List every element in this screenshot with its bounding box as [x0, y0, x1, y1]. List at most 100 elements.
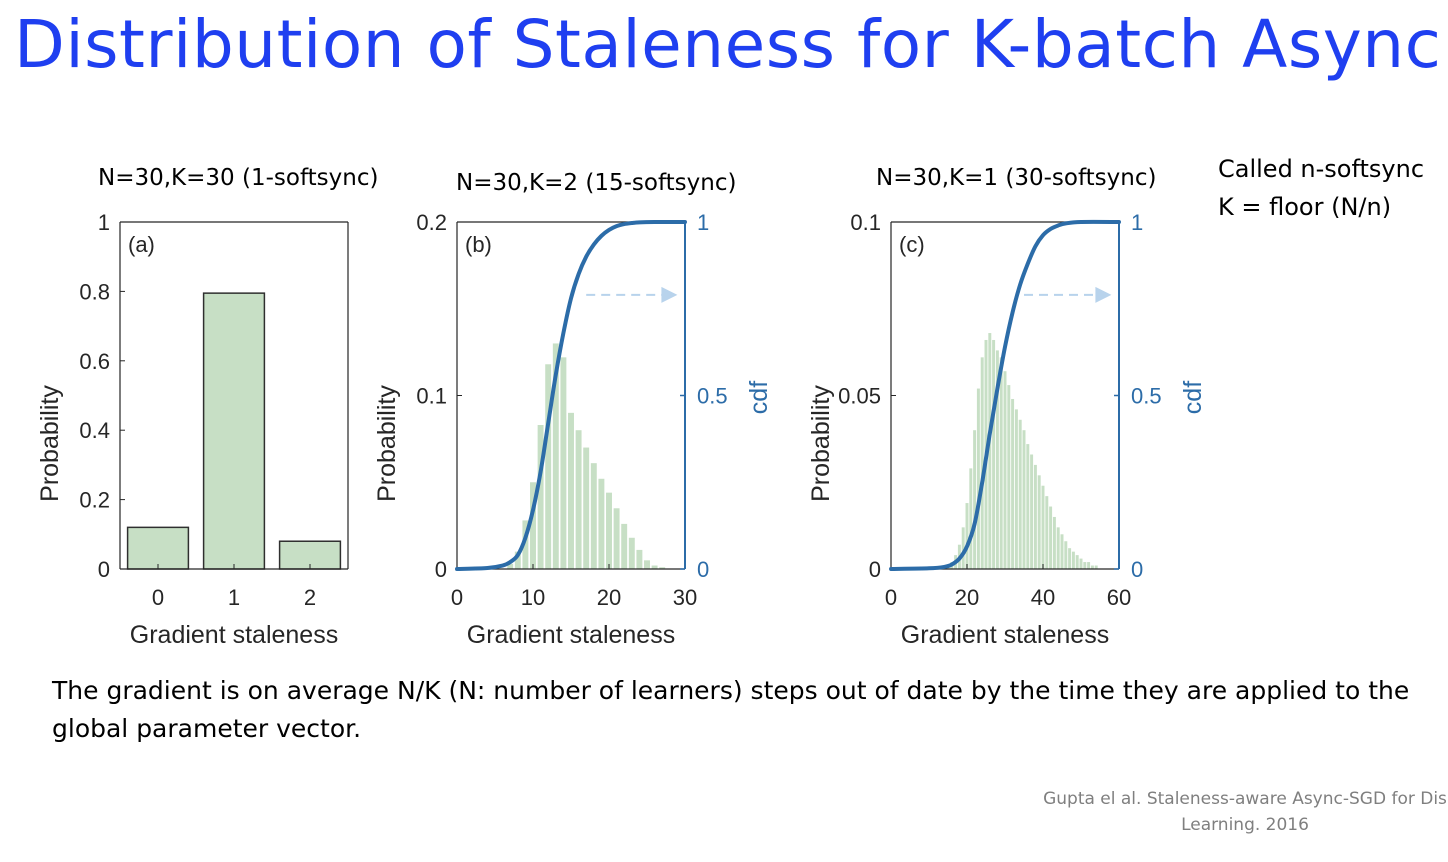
bar: [568, 412, 574, 569]
panel-a-caption: N=30,K=30 (1-softsync): [98, 165, 379, 191]
x-tick-label: 1: [228, 585, 240, 610]
x-tick-label: 0: [885, 585, 897, 610]
cdf-tick-label: 0: [1131, 557, 1143, 582]
bar: [1079, 558, 1083, 569]
bar: [545, 364, 552, 569]
y-axis-label: Probability: [36, 385, 64, 502]
cdf-tick-label: 0: [697, 557, 709, 582]
bar: [1064, 541, 1068, 569]
bar: [1052, 516, 1056, 569]
y-tick-label: 0.1: [416, 384, 447, 409]
bar: [999, 357, 1003, 569]
bar: [995, 350, 999, 569]
bar: [1026, 444, 1030, 569]
bar: [598, 478, 605, 569]
bar: [126, 526, 190, 570]
y-tick-label: 0: [98, 557, 110, 582]
x-axis-label: Gradient staleness: [467, 621, 675, 649]
y-axis-label: Probability: [807, 385, 835, 502]
side-note-line-2: K = floor (N/n): [1218, 193, 1392, 221]
bar: [992, 339, 996, 569]
bar: [976, 388, 980, 569]
bar: [1075, 555, 1079, 569]
bar: [1018, 419, 1022, 569]
bar: [613, 508, 620, 569]
x-tick-label: 20: [597, 585, 621, 610]
mean-arrow-head: [1095, 286, 1112, 303]
bar: [522, 520, 529, 569]
bar: [530, 482, 536, 569]
cdf-tick-label: 1: [1131, 210, 1143, 235]
bar: [583, 447, 590, 569]
bar: [1083, 562, 1087, 569]
bar: [651, 565, 658, 569]
cdf-tick-label: 0.5: [1131, 384, 1162, 409]
citation: Gupta el al. Staleness-aware Async-SGD f…: [1042, 786, 1448, 838]
x-axis-label: Gradient staleness: [901, 621, 1109, 649]
bar: [1087, 562, 1091, 569]
y-tick-label: 0: [869, 557, 881, 582]
panel-label: (a): [128, 232, 155, 257]
x-axis-label: Gradient staleness: [130, 621, 338, 649]
cdf-curve: [889, 219, 1121, 571]
bar: [1022, 430, 1026, 569]
y-tick-label: 0.4: [79, 418, 110, 443]
bar: [606, 492, 612, 569]
y-tick-label: 1: [98, 210, 110, 235]
bar: [1071, 551, 1075, 569]
bar: [1014, 409, 1018, 569]
bar: [1041, 485, 1045, 569]
panel-label: (b): [465, 232, 492, 257]
x-tick-label: 30: [673, 585, 697, 610]
panel-b-caption: N=30,K=2 (15-softsync): [456, 170, 737, 196]
bar: [507, 563, 514, 569]
y-tick-label: 0.2: [416, 210, 447, 235]
cdf-tick-label: 1: [697, 210, 709, 235]
bar: [628, 537, 635, 569]
bar: [575, 430, 582, 569]
cdf-axis-label: cdf: [745, 381, 773, 414]
citation-line-2: Learning. 2016: [1181, 815, 1309, 835]
bar: [1037, 475, 1041, 569]
cdf-axis-label: cdf: [1179, 381, 1207, 414]
panel-c-caption: N=30,K=1 (30-softsync): [876, 165, 1157, 191]
side-note-line-1: Called n-softsync: [1218, 155, 1425, 183]
bar: [644, 560, 650, 569]
citation-line-1: Gupta el al. Staleness-aware Async-SGD f…: [1043, 789, 1447, 809]
bar: [202, 292, 266, 570]
bar: [560, 357, 567, 569]
cdf-curve: [455, 219, 687, 571]
x-tick-label: 0: [451, 585, 463, 610]
bar: [1011, 398, 1015, 569]
bar: [1049, 506, 1053, 569]
bar: [1090, 565, 1094, 569]
y-tick-label: 0.1: [850, 210, 881, 235]
bar: [590, 463, 597, 569]
bar: [1094, 565, 1098, 569]
bar: [1033, 464, 1037, 569]
x-tick-label: 60: [1107, 585, 1131, 610]
bar: [1030, 454, 1034, 569]
cdf-tick-label: 0.5: [697, 384, 728, 409]
chart-a: (a) 0 1 2 0 0.2 0.4 0.6 0.8 1 Gradient staleness Pr…: [36, 210, 349, 649]
bar: [1060, 534, 1064, 569]
bar: [636, 549, 643, 569]
y-axis-label: Probability: [373, 385, 401, 502]
bar: [973, 430, 977, 569]
bar: [961, 527, 965, 569]
y-tick-label: 0.8: [79, 279, 110, 304]
bar: [969, 468, 973, 569]
slide-title: Distribution of Staleness for K-batch As…: [14, 6, 1442, 83]
bar: [1007, 385, 1011, 569]
bar: [988, 333, 992, 569]
bar: [965, 503, 969, 569]
y-tick-label: 0.05: [838, 384, 881, 409]
x-tick-label: 10: [521, 585, 545, 610]
bar: [621, 523, 628, 569]
y-tick-label: 0.2: [79, 488, 110, 513]
bar: [1003, 371, 1007, 569]
side-note: Called n-softsync K = floor (N/n): [1218, 150, 1424, 226]
